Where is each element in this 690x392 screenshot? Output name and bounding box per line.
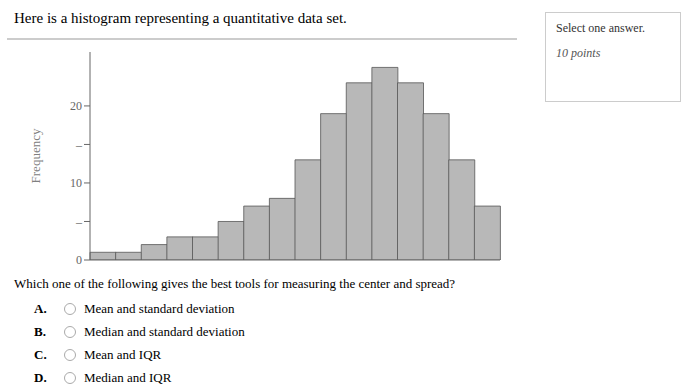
html-text:A.: A. bbox=[34, 300, 47, 316]
html-text:Which one of the following giv: Which one of the following gives the bes… bbox=[14, 276, 456, 291]
svg-text:10: 10 bbox=[70, 176, 82, 190]
html-text:Median and IQR: Median and IQR bbox=[84, 369, 172, 385]
svg-text:–: – bbox=[75, 215, 83, 229]
html-text:Select one answer.: Select one answer. bbox=[556, 21, 645, 35]
html-text:Median and standard deviation: Median and standard deviation bbox=[84, 323, 245, 339]
svg-text:–: – bbox=[75, 138, 83, 152]
html-text:C.: C. bbox=[34, 346, 47, 362]
html-text:Mean and standard deviation: Mean and standard deviation bbox=[84, 300, 235, 316]
svg-text:Frequency: Frequency bbox=[28, 128, 43, 183]
svg-text:0: 0 bbox=[76, 253, 82, 267]
html-text:Mean and IQR: Mean and IQR bbox=[84, 346, 162, 362]
svg-text:20: 20 bbox=[70, 99, 82, 113]
html-text:Here is a histogram representi: Here is a histogram representing a quant… bbox=[14, 10, 347, 26]
html-text:B.: B. bbox=[34, 323, 46, 339]
html-text:D.: D. bbox=[34, 369, 47, 385]
html-text:10 points: 10 points bbox=[556, 46, 601, 60]
